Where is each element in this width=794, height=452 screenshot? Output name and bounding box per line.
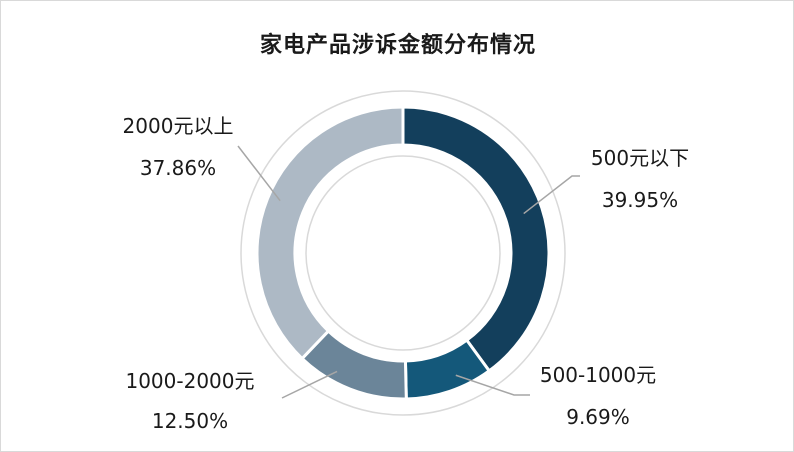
- value-label-2: 9.69%: [566, 405, 630, 429]
- leader-lines: [237, 145, 580, 399]
- leader-line-1: [523, 175, 580, 215]
- slice-labels: 500元以下 39.95% 500-1000元 9.69% 1000-2000元 12.5…: [123, 114, 690, 433]
- category-label-4: 2000元以上: [123, 114, 234, 138]
- inner-ring: [305, 155, 501, 351]
- value-label-3: 12.50%: [152, 409, 228, 433]
- value-label-1: 39.95%: [602, 188, 678, 212]
- slices: [255, 105, 551, 401]
- value-label-4: 37.86%: [140, 156, 216, 180]
- category-label-3: 1000-2000元: [125, 369, 254, 393]
- leader-line-3: [281, 370, 338, 399]
- outer-ring: [240, 90, 566, 416]
- leader-line-2: [455, 374, 530, 396]
- chart-title: 家电产品涉诉金额分布情况: [259, 33, 536, 58]
- slice-4: [255, 105, 405, 361]
- leader-line-4: [237, 145, 281, 202]
- category-label-1: 500元以下: [591, 146, 689, 170]
- category-label-2: 500-1000元: [540, 363, 656, 387]
- slice-1: [401, 105, 551, 373]
